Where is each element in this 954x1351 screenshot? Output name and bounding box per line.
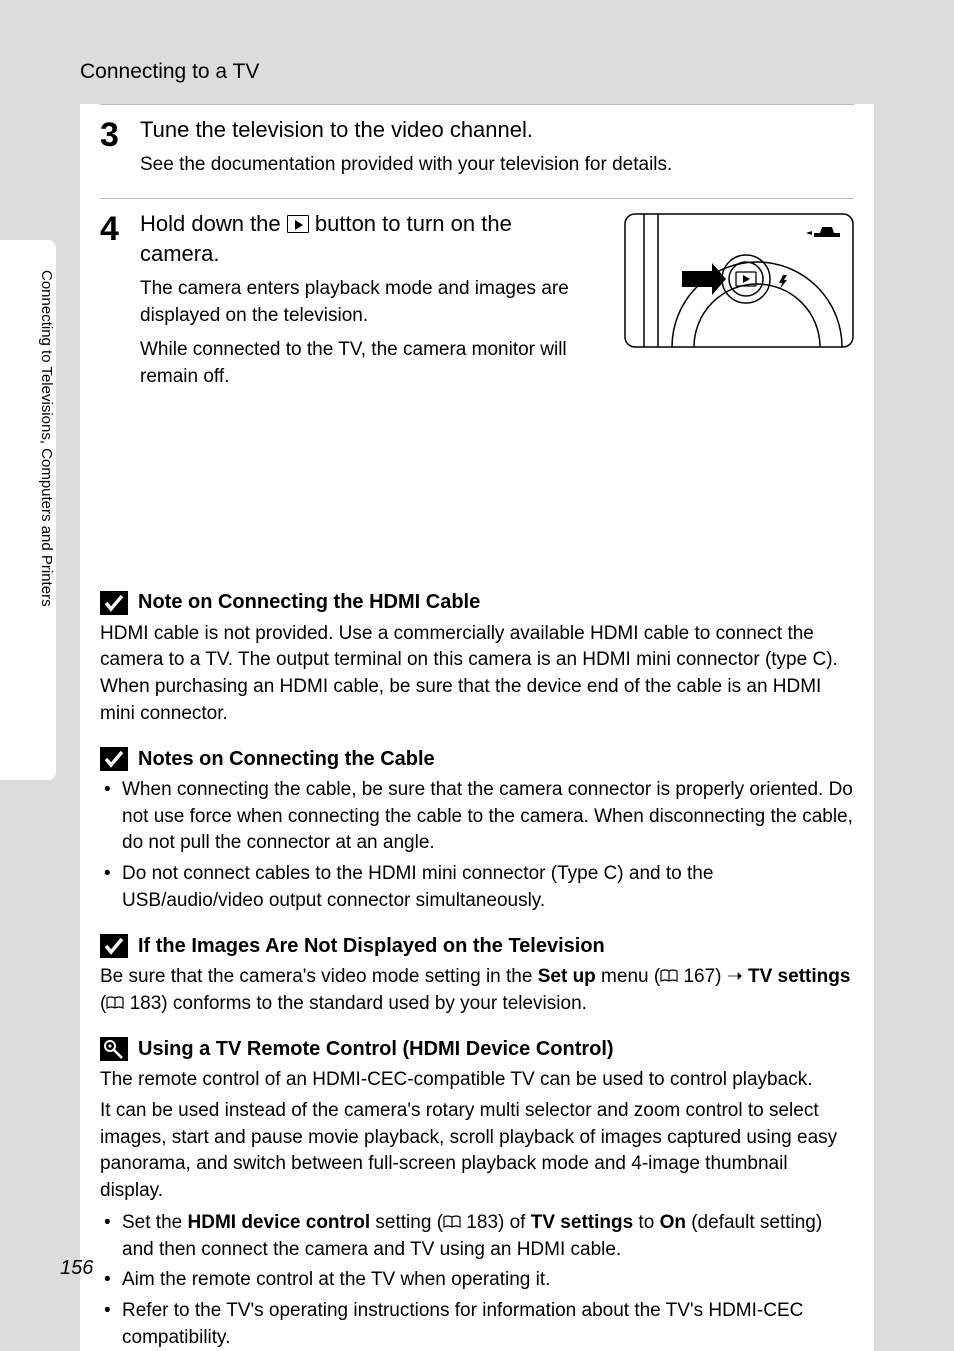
list-item: When connecting the cable, be sure that … [100, 777, 854, 857]
note-body: Be sure that the camera's video mode set… [100, 964, 854, 1017]
step-number: 4 [100, 209, 140, 397]
note-body: HDMI cable is not provided. Use a commer… [100, 621, 854, 727]
list-item: Refer to the TV's operating instructions… [100, 1298, 854, 1351]
text: Be sure that the camera's video mode set… [100, 966, 538, 987]
step-4: 4 Hold down the button to turn on the ca… [100, 198, 854, 411]
list-item: Aim the remote control at the TV when op… [100, 1267, 854, 1294]
text: 183) of [461, 1212, 531, 1233]
text-bold: Set up [538, 966, 596, 987]
step-desc-line: While connected to the TV, the camera mo… [140, 336, 594, 391]
tip-para: The remote control of an HDMI-CEC-compat… [100, 1067, 854, 1094]
page-title: Connecting to a TV [80, 60, 874, 84]
note-header: Notes on Connecting the Cable [100, 747, 854, 771]
check-icon [100, 591, 128, 615]
tip-icon [100, 1037, 128, 1061]
text-bold: On [660, 1212, 686, 1233]
list-item: Do not connect cables to the HDMI mini c… [100, 861, 854, 914]
content-area: 3 Tune the television to the video chann… [80, 104, 874, 1351]
text-bold: HDMI device control [188, 1212, 371, 1233]
note-header: Using a TV Remote Control (HDMI Device C… [100, 1037, 854, 1061]
check-icon [100, 747, 128, 771]
notes-section: Note on Connecting the HDMI Cable HDMI c… [80, 591, 874, 1351]
header: Connecting to a TV [80, 60, 874, 104]
note-images-not-displayed: If the Images Are Not Displayed on the T… [100, 934, 854, 1017]
book-icon [443, 1211, 461, 1225]
step-number: 3 [100, 115, 140, 184]
page: Connecting to a TV Connecting to Televis… [0, 0, 954, 1314]
text: to [633, 1212, 659, 1233]
text: 167) ➝ [678, 966, 748, 987]
text: 183) conforms to the standard used by yo… [124, 993, 587, 1014]
playback-icon [287, 215, 309, 233]
text: setting ( [370, 1212, 443, 1233]
text-bold: TV settings [748, 966, 850, 987]
camera-figure [624, 213, 854, 348]
steps-section: 3 Tune the television to the video chann… [80, 104, 874, 411]
text-bold: TV settings [531, 1212, 633, 1233]
tip-tv-remote: Using a TV Remote Control (HDMI Device C… [100, 1037, 854, 1351]
page-number: 156 [60, 1257, 93, 1280]
step-3: 3 Tune the television to the video chann… [100, 104, 854, 198]
step-text-column: Hold down the button to turn on the came… [140, 209, 594, 397]
step-body: Tune the television to the video channel… [140, 115, 854, 184]
note-title: Notes on Connecting the Cable [138, 748, 435, 771]
step-title: Hold down the button to turn on the came… [140, 209, 594, 268]
step-title-before: Hold down the [140, 211, 287, 236]
note-title: Note on Connecting the HDMI Cable [138, 591, 480, 614]
text: menu ( [596, 966, 660, 987]
step-desc: See the documentation provided with your… [140, 151, 854, 179]
note-title: If the Images Are Not Displayed on the T… [138, 935, 605, 958]
note-body: When connecting the cable, be sure that … [100, 777, 854, 914]
book-icon [660, 965, 678, 979]
list-item: Set the HDMI device control setting ( 18… [100, 1210, 854, 1263]
side-tab: Connecting to Televisions, Computers and… [0, 240, 56, 780]
step-desc: The camera enters playback mode and imag… [140, 275, 594, 391]
tip-para: It can be used instead of the camera's r… [100, 1098, 854, 1204]
step-title: Tune the television to the video channel… [140, 115, 854, 145]
note-header: If the Images Are Not Displayed on the T… [100, 934, 854, 958]
step-desc-line: See the documentation provided with your… [140, 151, 854, 179]
book-icon [106, 992, 124, 1006]
check-icon [100, 934, 128, 958]
note-hdmi-cable: Note on Connecting the HDMI Cable HDMI c… [100, 591, 854, 727]
tip-bullets: Set the HDMI device control setting ( 18… [100, 1210, 854, 1351]
side-tab-label: Connecting to Televisions, Computers and… [38, 270, 55, 607]
note-header: Note on Connecting the HDMI Cable [100, 591, 854, 615]
step-desc-line: The camera enters playback mode and imag… [140, 275, 594, 330]
note-connecting-cable: Notes on Connecting the Cable When conne… [100, 747, 854, 914]
step-body: Hold down the button to turn on the came… [140, 209, 854, 397]
note-body: The remote control of an HDMI-CEC-compat… [100, 1067, 854, 1351]
text: Set the [122, 1212, 188, 1233]
note-title: Using a TV Remote Control (HDMI Device C… [138, 1038, 614, 1061]
